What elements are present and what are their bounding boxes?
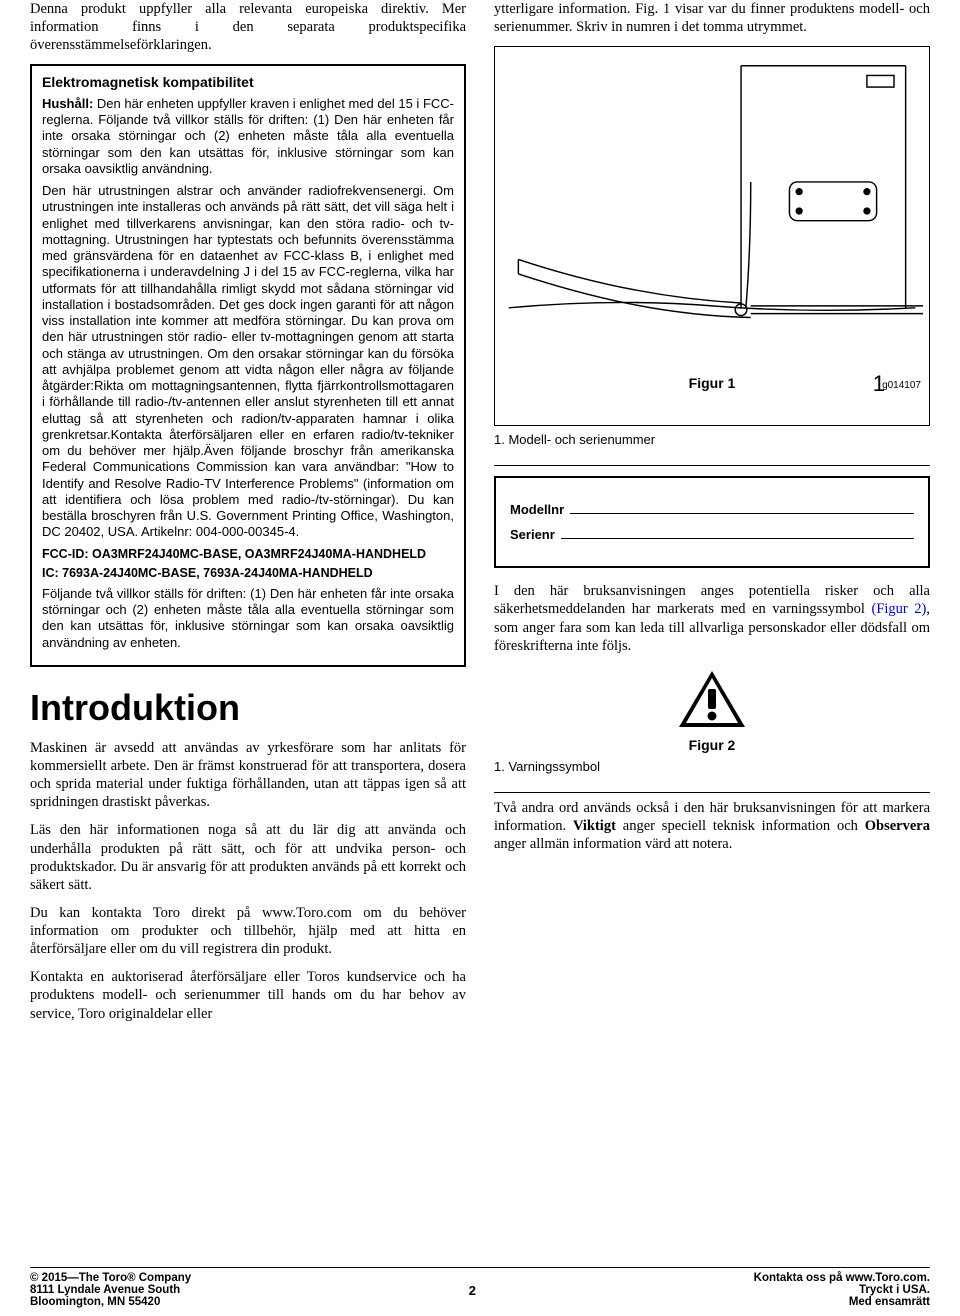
model-row: Modellnr [510, 502, 914, 517]
intro-p3: Läs den här informationen noga så att du… [30, 821, 466, 894]
intro-p2: Maskinen är avsedd att användas av yrkes… [30, 739, 466, 812]
figure-1-box: 1 g014107 Figur 1 [494, 46, 930, 426]
page-footer: © 2015—The Toro® Company 8111 Lyndale Av… [30, 1267, 930, 1308]
compat-p1: Hushåll: Den här enheten uppfyller krave… [42, 96, 454, 177]
figure-1-code: g014107 [882, 380, 921, 391]
fcc-id-line: FCC-ID: OA3MRF24J40MC-BASE, OA3MRF24J40M… [42, 547, 454, 563]
serial-label: Serienr [510, 527, 555, 542]
compat-title: Elektromagnetisk kompatibilitet [42, 74, 454, 92]
compat-p1-rest: Den här enheten uppfyller kraven i enlig… [42, 96, 454, 176]
figure-1-legend: 1. Modell- och serienummer [494, 432, 930, 455]
footer-printed: Tryckt i USA. [754, 1284, 930, 1296]
ic-id-line: IC: 7693A-24J40MC-BASE, 7693A-24J40MA-HA… [42, 566, 454, 582]
model-serial-form: Modellnr Serienr [494, 476, 930, 568]
footer-rights: Med ensamrätt [754, 1296, 930, 1308]
compat-p2: Den här utrustningen alstrar och använde… [42, 183, 454, 541]
footer-address-2: Bloomington, MN 55420 [30, 1296, 191, 1308]
warning-triangle-icon [677, 669, 747, 729]
divider-2 [494, 792, 930, 793]
right-top-paragraph: ytterligare information. Fig. 1 visar va… [494, 0, 930, 36]
figure-2-caption: Figur 2 [494, 737, 930, 753]
model-label: Modellnr [510, 502, 564, 517]
final-paragraph: Två andra ord används också i den här br… [494, 799, 930, 853]
risk-p-a: I den här bruksanvisningen anges potenti… [494, 583, 930, 617]
footer-left: © 2015—The Toro® Company 8111 Lyndale Av… [30, 1272, 191, 1308]
serial-row: Serienr [510, 527, 914, 542]
figure-2-link[interactable]: (Figur 2) [871, 601, 926, 617]
footer-address-1: 8111 Lyndale Avenue South [30, 1284, 191, 1296]
serial-input-line[interactable] [561, 527, 914, 539]
footer-right: Kontakta oss på www.Toro.com. Tryckt i U… [754, 1272, 930, 1308]
footer-page-number: 2 [469, 1283, 476, 1298]
intro-paragraph-1: Denna produkt uppfyller alla relevanta e… [30, 0, 466, 54]
footer-contact: Kontakta oss på www.Toro.com. [754, 1272, 930, 1284]
compat-p3: Följande två villkor ställs för driften:… [42, 586, 454, 651]
final-c: anger allmän information värd att notera… [494, 836, 732, 852]
risk-paragraph: I den här bruksanvisningen anges potenti… [494, 582, 930, 655]
final-b: anger speciell teknisk information och [616, 818, 865, 834]
intro-p5: Kontakta en auktoriserad återförsäljare … [30, 968, 466, 1022]
divider-1 [494, 465, 930, 466]
footer-company: © 2015—The Toro® Company [30, 1272, 191, 1284]
compat-p1-prefix: Hushåll: [42, 96, 93, 111]
final-b2: Observera [865, 818, 930, 834]
figure-2-legend: 1. Varningssymbol [494, 759, 930, 782]
final-b1: Viktigt [573, 818, 616, 834]
intro-p4: Du kan kontakta Toro direkt på www.Toro.… [30, 904, 466, 958]
compatibility-box: Elektromagnetisk kompatibilitet Hushåll:… [30, 64, 466, 667]
warning-symbol-wrap: Figur 2 [494, 669, 930, 753]
section-title-introduktion: Introduktion [30, 687, 466, 729]
figure-1-caption: Figur 1 [499, 375, 925, 391]
figure-1-drawing [499, 51, 925, 371]
model-input-line[interactable] [570, 502, 914, 514]
